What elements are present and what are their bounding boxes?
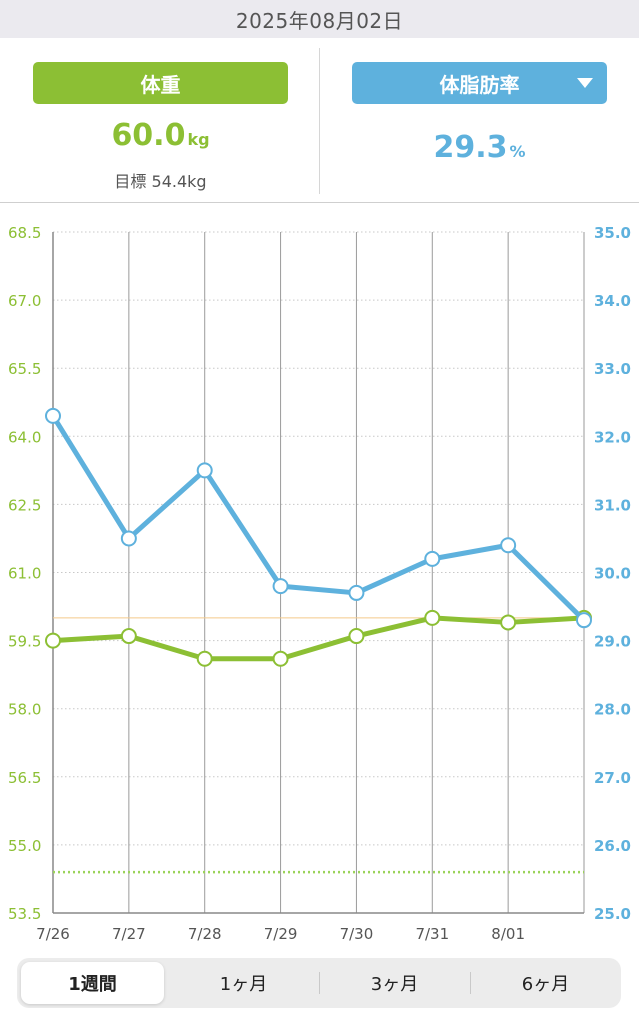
goal-text: 目標 54.4kg: [114, 172, 207, 191]
summary-panel: 体重 60.0 kg 目標 54.4kg 体脂肪率 29.3 %: [0, 38, 639, 203]
y-left-tick-label: 53.5: [8, 905, 41, 923]
y-left-tick-label: 55.0: [8, 837, 41, 855]
tab-3-months[interactable]: 3ヶ月: [323, 962, 466, 1004]
divider: [319, 48, 320, 194]
y-right-tick-label: 30.0: [594, 565, 631, 583]
y-left-tick-label: 62.5: [8, 496, 41, 514]
weight-series-point: [500, 614, 517, 631]
date-text: 2025年08月02日: [235, 8, 404, 33]
tab-label: 1週間: [68, 974, 117, 995]
tab-separator: [470, 972, 471, 994]
y-right-tick-label: 29.0: [594, 633, 631, 651]
dropdown-caret-icon: [577, 78, 593, 88]
weight-series-point: [424, 609, 441, 626]
x-tick-label: 7/26: [36, 925, 70, 943]
y-left-tick-label: 65.5: [8, 360, 41, 378]
y-right-tick-label: 25.0: [594, 905, 631, 923]
x-tick-label: 7/30: [340, 925, 374, 943]
y-right-tick-label: 35.0: [594, 224, 631, 242]
chart: 53.5 55.0 56.5 58.0 59.5 61.0 62.5 64.0 65.5 67.0…: [8, 224, 631, 943]
y-right-tick-label: 28.0: [594, 701, 631, 719]
x-tick-label: 7/28: [188, 925, 222, 943]
y-right-tick-label: 33.0: [594, 360, 631, 378]
body-fat-series-point: [576, 612, 592, 629]
body-fat-dropdown[interactable]: 体脂肪率: [352, 62, 607, 104]
tab-1-month[interactable]: 1ヶ月: [172, 962, 315, 1004]
tab-1-week[interactable]: 1週間: [21, 962, 164, 1004]
body-fat-series-point: [348, 584, 365, 601]
body-fat-number: 29.3: [433, 130, 508, 165]
tab-label: 1ヶ月: [219, 974, 268, 995]
body-fat-value: 29.3 %: [352, 130, 607, 165]
body-fat-series-line: [50, 413, 587, 623]
body-fat-label: 体脂肪率: [439, 72, 520, 97]
date-header: 2025年08月02日: [0, 0, 639, 38]
tab-label: 3ヶ月: [370, 974, 419, 995]
x-tick-label: 7/29: [264, 925, 298, 943]
y-left-tick-label: 59.5: [8, 633, 41, 651]
weight-unit: kg: [187, 130, 210, 149]
y-right-tick-label: 31.0: [594, 496, 631, 514]
body-fat-series-point: [424, 550, 441, 567]
y-right-tick-label: 32.0: [594, 428, 631, 446]
weight-value: 60.0 kg: [33, 118, 288, 153]
y-right-tick-label: 26.0: [594, 837, 631, 855]
weight-series-point: [196, 650, 213, 667]
x-tick-label: 7/27: [112, 925, 146, 943]
tab-6-months[interactable]: 6ヶ月: [474, 962, 617, 1004]
weight-button[interactable]: 体重: [33, 62, 288, 104]
weight-label: 体重: [140, 72, 181, 97]
body-fat-series-point: [120, 530, 137, 547]
y-left-tick-label: 56.5: [8, 769, 41, 787]
weight-series-line: [50, 615, 587, 662]
x-tick-label: 8/01: [491, 925, 525, 943]
y-left-tick-label: 64.0: [8, 428, 41, 446]
tab-label: 6ヶ月: [521, 974, 570, 995]
weight-series-point: [348, 628, 365, 645]
y-right-tick-label: 34.0: [594, 292, 631, 310]
y-left-tick-label: 67.0: [8, 292, 41, 310]
body-fat-series-point: [45, 407, 61, 424]
body-fat-series-point: [272, 578, 289, 595]
period-tabs: 1週間 1ヶ月 3ヶ月 6ヶ月: [17, 958, 621, 1008]
weight-series-point: [272, 650, 289, 667]
body-fat-unit: %: [509, 142, 526, 161]
x-tick-label: 7/31: [415, 925, 449, 943]
y-left-tick-label: 68.5: [8, 224, 41, 242]
weight-number: 60.0: [111, 118, 186, 153]
y-left-tick-label: 61.0: [8, 565, 41, 583]
tab-separator: [319, 972, 320, 994]
weight-series-point: [120, 628, 137, 645]
y-left-tick-label: 58.0: [8, 701, 41, 719]
y-right-tick-label: 27.0: [594, 769, 631, 787]
body-fat-series-point: [500, 537, 517, 554]
weight-series-point: [45, 632, 61, 649]
body-fat-series-point: [196, 462, 213, 479]
